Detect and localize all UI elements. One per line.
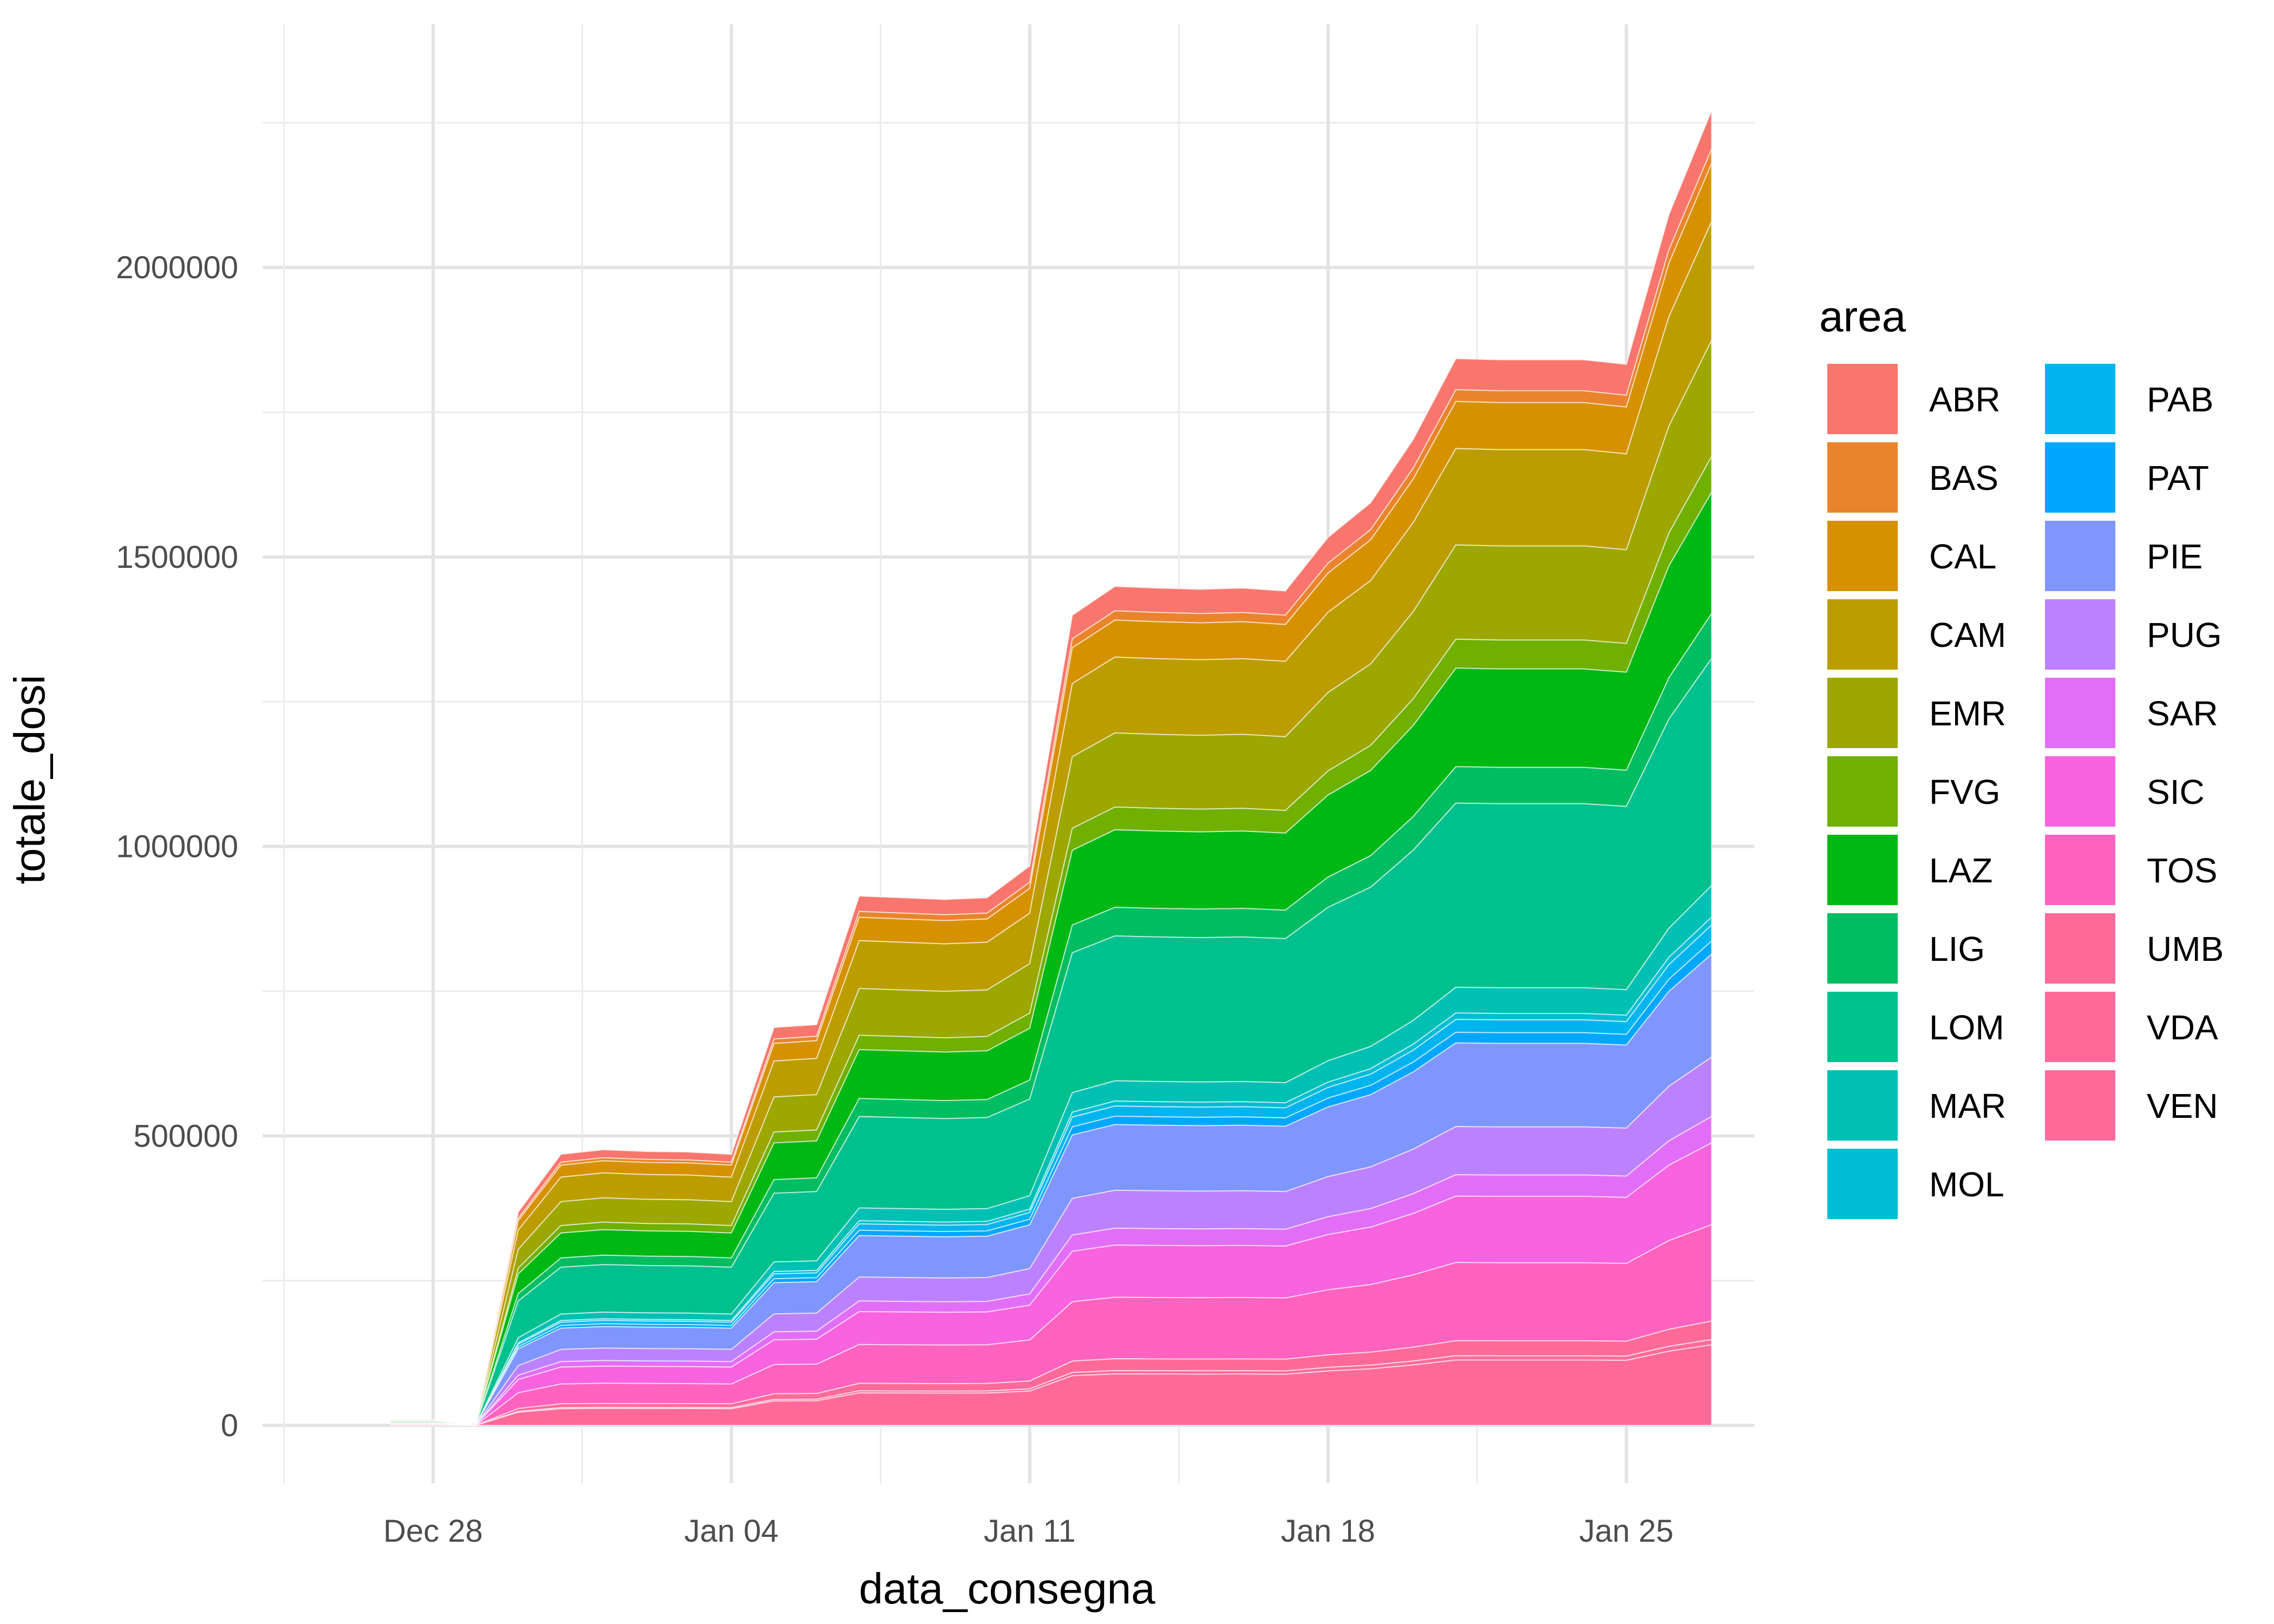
- legend-item-tos: TOS: [2045, 835, 2217, 905]
- legend-label: FVG: [1929, 772, 2001, 811]
- legend-item-abr: ABR: [1827, 364, 2001, 434]
- legend-label: PUG: [2147, 615, 2222, 654]
- legend-item-lom: LOM: [1827, 992, 2004, 1062]
- legend-key-sar: [2045, 678, 2115, 748]
- legend-item-emr: EMR: [1827, 678, 2006, 748]
- legend-item-cam: CAM: [1827, 599, 2006, 670]
- y-tick-label: 2000000: [116, 250, 238, 285]
- legend-key-cam: [1827, 599, 1898, 670]
- legend-label: BAS: [1929, 459, 1998, 497]
- legend-key-umb: [2045, 913, 2115, 984]
- legend-key-ven: [2045, 1070, 2115, 1141]
- legend-label: SAR: [2147, 694, 2218, 733]
- legend-label: VDA: [2147, 1008, 2218, 1047]
- legend-key-vda: [2045, 992, 2115, 1062]
- legend-item-bas: BAS: [1827, 442, 1998, 513]
- legend-key-pab: [2045, 364, 2115, 434]
- legend-label: LIG: [1929, 929, 1985, 968]
- y-axis-ticks: 0 500000 1000000 1500000 2000000: [116, 250, 238, 1443]
- area-series-ven: [390, 1344, 1713, 1426]
- y-tick-label: 1500000: [116, 540, 238, 575]
- legend-key-laz: [1827, 835, 1898, 905]
- y-tick-label: 1000000: [116, 829, 238, 865]
- legend: area ABR BAS CAL CAM EMR FVG LAZ LIG LOM MAR MOL PA…: [1819, 292, 2224, 1219]
- legend-key-bas: [1827, 442, 1898, 513]
- legend-label: PIE: [2147, 537, 2203, 576]
- legend-items: ABR BAS CAL CAM EMR FVG LAZ LIG LOM MAR MOL PAB PAT P…: [1827, 364, 2224, 1219]
- legend-item-umb: UMB: [2045, 913, 2224, 984]
- legend-label: MAR: [1929, 1086, 2006, 1125]
- legend-key-lom: [1827, 992, 1898, 1062]
- legend-label: MOL: [1929, 1165, 2004, 1204]
- legend-item-pie: PIE: [2045, 521, 2203, 591]
- x-axis-ticks: Dec 28 Jan 04 Jan 11 Jan 18 Jan 25: [383, 1514, 1674, 1549]
- legend-key-fvg: [1827, 756, 1898, 827]
- legend-key-sic: [2045, 756, 2115, 827]
- x-tick-label: Jan 04: [684, 1514, 779, 1549]
- legend-label: CAM: [1929, 615, 2006, 654]
- legend-label: VEN: [2147, 1086, 2218, 1125]
- legend-label: PAB: [2147, 380, 2213, 419]
- legend-item-cal: CAL: [1827, 521, 1997, 591]
- legend-label: UMB: [2147, 929, 2224, 968]
- legend-item-ven: VEN: [2045, 1070, 2218, 1141]
- legend-item-sic: SIC: [2045, 756, 2205, 827]
- legend-item-laz: LAZ: [1827, 835, 1992, 905]
- legend-key-mol: [1827, 1149, 1898, 1219]
- legend-item-lig: LIG: [1827, 913, 1985, 984]
- legend-label: CAL: [1929, 537, 1997, 576]
- legend-key-mar: [1827, 1070, 1898, 1141]
- legend-key-lig: [1827, 913, 1898, 984]
- legend-label: TOS: [2147, 851, 2217, 890]
- x-tick-label: Jan 11: [984, 1514, 1076, 1549]
- y-tick-label: 500000: [133, 1118, 238, 1154]
- legend-key-cal: [1827, 521, 1898, 591]
- legend-label: EMR: [1929, 694, 2006, 733]
- legend-title: area: [1819, 292, 1906, 340]
- legend-item-fvg: FVG: [1827, 756, 2001, 827]
- plot-areas: [390, 110, 1713, 1426]
- legend-label: SIC: [2147, 772, 2205, 811]
- legend-item-pug: PUG: [2045, 599, 2222, 670]
- legend-item-vda: VDA: [2045, 992, 2218, 1062]
- legend-label: ABR: [1929, 380, 2001, 419]
- y-axis-title: totale_dosi: [5, 675, 54, 885]
- x-tick-label: Jan 18: [1281, 1514, 1375, 1549]
- legend-item-pat: PAT: [2045, 442, 2209, 513]
- legend-key-pug: [2045, 599, 2115, 670]
- legend-label: LOM: [1929, 1008, 2004, 1047]
- legend-item-pab: PAB: [2045, 364, 2213, 434]
- legend-label: PAT: [2147, 459, 2209, 497]
- legend-key-pat: [2045, 442, 2115, 513]
- x-tick-label: Dec 28: [383, 1514, 483, 1549]
- legend-key-pie: [2045, 521, 2115, 591]
- legend-label: LAZ: [1929, 851, 1992, 890]
- x-axis-title: data_consegna: [859, 1564, 1155, 1613]
- y-tick-label: 0: [221, 1408, 238, 1443]
- legend-key-tos: [2045, 835, 2115, 905]
- legend-item-sar: SAR: [2045, 678, 2218, 748]
- legend-item-mol: MOL: [1827, 1149, 2004, 1219]
- legend-key-abr: [1827, 364, 1898, 434]
- legend-item-mar: MAR: [1827, 1070, 2006, 1141]
- legend-key-emr: [1827, 678, 1898, 748]
- x-tick-label: Jan 25: [1579, 1514, 1674, 1549]
